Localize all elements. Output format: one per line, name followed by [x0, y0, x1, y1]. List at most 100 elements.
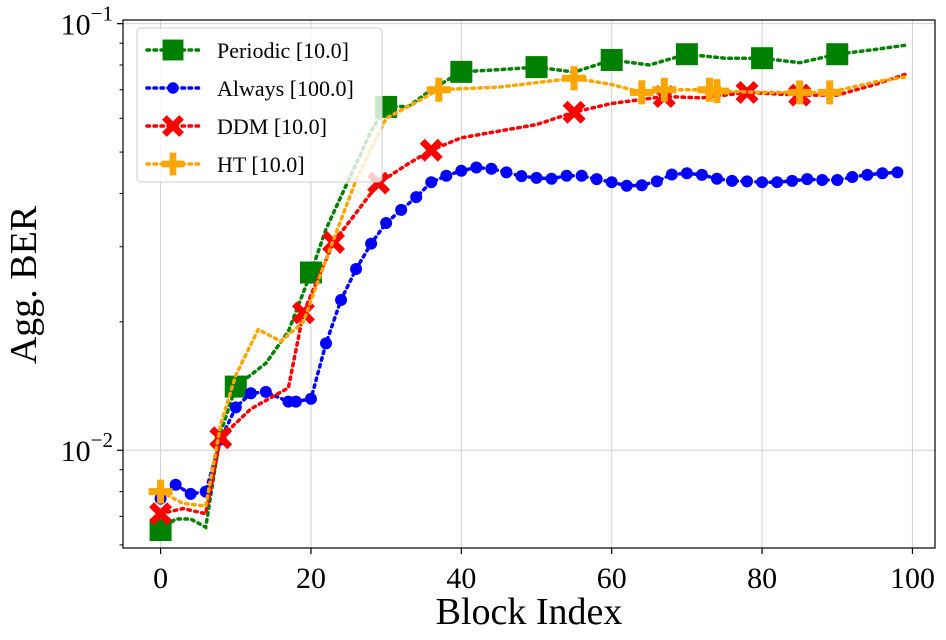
legend-label: Always [100.0]: [217, 76, 354, 101]
legend-item: HT [10.0]: [145, 152, 305, 177]
circle-marker: [289, 395, 302, 408]
y-tick-label: 10−1: [61, 2, 113, 42]
circle-marker: [244, 387, 257, 400]
square-marker: [450, 60, 473, 83]
legend-circle-marker: [167, 82, 179, 94]
circle-marker: [756, 176, 769, 189]
y-tick-exponent: −1: [91, 2, 113, 26]
x-marker: [149, 502, 173, 526]
circle-marker: [831, 174, 844, 187]
circle-marker: [650, 175, 663, 188]
circle-marker: [560, 169, 573, 182]
legend-item: Always [100.0]: [145, 76, 354, 101]
legend: Periodic [10.0] Always [100.0] DDM [10.0] H…: [136, 27, 383, 183]
plus-marker: [562, 66, 587, 91]
circle-marker: [816, 174, 829, 187]
circle-marker: [320, 337, 332, 350]
y-tick-base: 10: [61, 435, 91, 468]
x-marker: [291, 301, 315, 325]
x-tick-label: 20: [296, 562, 326, 595]
circle-marker: [530, 171, 543, 184]
legend-x-marker: [162, 115, 184, 137]
legend-square-marker: [162, 39, 184, 61]
circle-marker: [440, 169, 453, 182]
square-marker: [675, 43, 698, 66]
circle-marker: [801, 173, 814, 186]
plus-marker: [652, 77, 677, 102]
circle-marker: [545, 172, 558, 185]
y-tick-base: 10: [61, 9, 91, 42]
y-tick-label: 10−2: [61, 428, 113, 468]
circle-marker: [485, 162, 498, 175]
series-layer: [148, 43, 907, 542]
circle-marker: [786, 174, 799, 187]
plus-marker: [787, 80, 812, 105]
plot-frame: [122, 19, 936, 549]
square-marker: [826, 43, 849, 66]
circle-marker: [575, 169, 588, 182]
x-marker: [562, 100, 586, 124]
circle-marker: [304, 392, 317, 405]
legend-label: Periodic [10.0]: [217, 38, 349, 63]
x-marker: [735, 80, 759, 104]
series-line: [158, 43, 907, 532]
circle-marker: [695, 168, 708, 181]
circle-marker: [726, 174, 738, 187]
circle-marker: [184, 487, 197, 500]
y-tick-exponent: −2: [91, 428, 113, 452]
circle-marker: [425, 176, 438, 189]
circle-marker: [410, 191, 423, 204]
plus-marker: [426, 77, 451, 102]
legend-label: DDM [10.0]: [217, 114, 327, 139]
y-axis-title: Agg. BER: [3, 205, 45, 364]
series-always: [154, 161, 904, 505]
circle-marker: [680, 167, 693, 180]
plus-marker: [704, 79, 729, 104]
circle-marker: [395, 203, 408, 216]
circle-marker: [380, 216, 393, 229]
series-ht: [148, 66, 907, 508]
plus-marker: [629, 80, 654, 105]
circle-marker: [259, 385, 272, 398]
circle-marker: [605, 176, 618, 189]
circle-marker: [876, 167, 889, 180]
plus-marker: [148, 479, 173, 504]
legend-box: [136, 27, 383, 183]
circle-marker: [635, 179, 648, 192]
x-tick-label: 0: [153, 562, 168, 595]
plus-marker: [817, 80, 842, 105]
legend-item: Periodic [10.0]: [145, 38, 349, 63]
legend-item: DDM [10.0]: [145, 114, 327, 139]
circle-marker: [515, 170, 528, 183]
circle-marker: [455, 164, 468, 177]
circle-marker: [710, 172, 723, 185]
circle-marker: [169, 478, 182, 491]
circle-marker: [620, 179, 633, 192]
x-axis-title: Block Index: [436, 591, 623, 633]
x-marker: [419, 138, 443, 162]
x-tick-label: 100: [890, 562, 935, 595]
x-marker: [209, 426, 233, 450]
circle-marker: [891, 166, 904, 179]
circle-marker: [335, 294, 348, 307]
square-marker: [525, 56, 548, 79]
circle-marker: [741, 175, 754, 188]
circle-marker: [500, 166, 513, 179]
circle-marker: [470, 161, 483, 174]
circle-marker: [665, 168, 678, 181]
square-marker: [149, 519, 172, 542]
circle-marker: [861, 168, 874, 181]
square-marker: [600, 48, 623, 71]
legend-plus-marker: [161, 152, 185, 176]
circle-marker: [590, 173, 603, 186]
circle-marker: [846, 171, 859, 184]
circle-marker: [229, 401, 242, 414]
circle-marker: [771, 176, 784, 189]
x-tick-label: 80: [747, 562, 777, 595]
circle-marker: [350, 263, 363, 276]
square-marker: [224, 375, 247, 398]
circle-marker: [365, 237, 378, 250]
x-tick-label: 40: [446, 562, 476, 595]
